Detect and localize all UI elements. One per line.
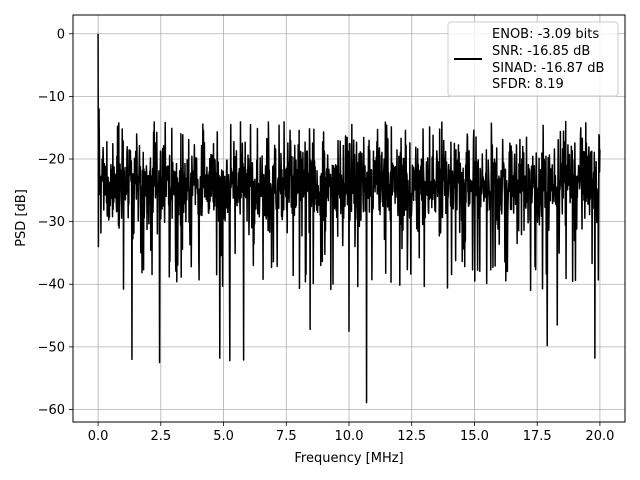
legend-enob: ENOB: -3.09 bits: [492, 27, 599, 42]
y-tick-label: −50: [38, 340, 65, 355]
y-tick-label: −10: [38, 90, 65, 105]
y-tick-label: −60: [38, 403, 65, 418]
y-axis-label: PSD [dB]: [14, 189, 29, 247]
x-tick-label: 7.5: [276, 429, 297, 444]
y-axis-ticks: 0 −10 −20 −30 −40 −50 −60: [38, 27, 73, 418]
y-tick-label: 0: [57, 27, 65, 42]
psd-series-line: [97, 33, 601, 404]
y-tick-label: −20: [38, 153, 65, 168]
legend: ENOB: -3.09 bits SNR: -16.85 dB SINAD: -…: [447, 21, 619, 97]
x-tick-label: 17.5: [523, 429, 552, 444]
x-tick-label: 2.5: [150, 429, 171, 444]
y-tick-label: −30: [38, 215, 65, 230]
x-tick-label: 20.0: [585, 429, 614, 444]
legend-box: [447, 21, 619, 97]
y-tick-label: −40: [38, 278, 65, 293]
x-axis-ticks: 0.0 2.5 5.0 7.5 10.0 12.5 15.0 17.5 20.0: [88, 422, 614, 444]
x-tick-label: 12.5: [397, 429, 426, 444]
x-tick-label: 0.0: [88, 429, 109, 444]
series-layer: [97, 33, 601, 404]
x-axis-label: Frequency [MHz]: [294, 451, 403, 466]
x-tick-label: 15.0: [460, 429, 489, 444]
x-tick-label: 10.0: [335, 429, 364, 444]
legend-sinad: SINAD: -16.87 dB: [492, 61, 604, 76]
legend-snr: SNR: -16.85 dB: [492, 44, 590, 59]
legend-sfdr: SFDR: 8.19: [492, 77, 564, 92]
x-tick-label: 5.0: [213, 429, 234, 444]
